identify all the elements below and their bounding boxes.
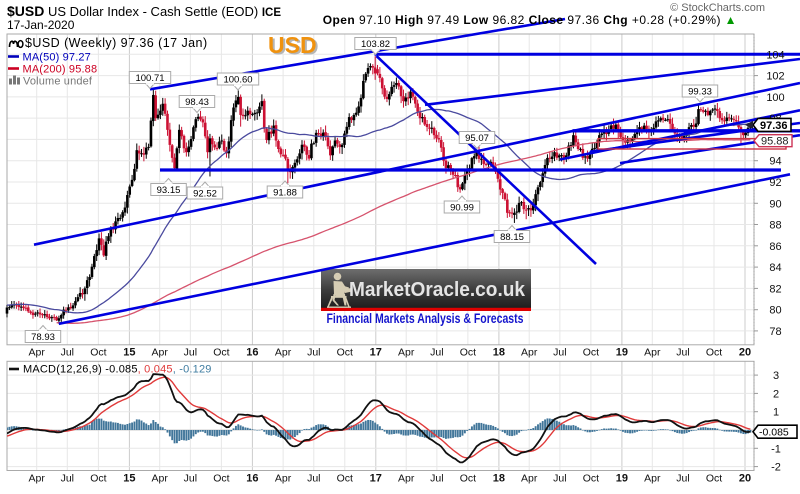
svg-text:Jul: Jul: [307, 473, 320, 485]
svg-text:100.60: 100.60: [223, 75, 252, 86]
svg-text:© StockCharts.com: © StockCharts.com: [670, 2, 765, 14]
svg-text:99.33: 99.33: [688, 87, 712, 98]
svg-text:78.93: 78.93: [31, 332, 55, 343]
svg-text:MACD(12,26,9) -0.085, 0.045, -: MACD(12,26,9) -0.085, 0.045, -0.129: [23, 364, 212, 376]
svg-text:Oct: Oct: [90, 347, 106, 359]
svg-text:Oct: Oct: [583, 473, 599, 485]
svg-text:Oct: Oct: [213, 473, 229, 485]
svg-text:Apr: Apr: [521, 473, 538, 485]
svg-text:Jul: Jul: [676, 347, 689, 359]
svg-text:Jul: Jul: [61, 473, 74, 485]
svg-text:Jul: Jul: [676, 473, 689, 485]
svg-text:95.07: 95.07: [465, 133, 489, 144]
svg-text:98.43: 98.43: [185, 97, 209, 108]
svg-text:88: 88: [769, 220, 781, 232]
svg-text:3: 3: [773, 370, 779, 382]
svg-text:Apr: Apr: [521, 347, 538, 359]
svg-text:Oct: Oct: [213, 347, 229, 359]
svg-text:91.88: 91.88: [273, 188, 297, 199]
svg-text:17: 17: [370, 347, 382, 359]
svg-text:15: 15: [123, 473, 135, 485]
svg-text:100: 100: [766, 92, 784, 104]
svg-text:2: 2: [773, 388, 779, 400]
svg-text:Apr: Apr: [644, 473, 661, 485]
svg-text:17: 17: [370, 473, 382, 485]
svg-text:100.71: 100.71: [135, 73, 164, 84]
svg-text:Oct: Oct: [337, 473, 353, 485]
svg-text:-2: -2: [771, 462, 781, 474]
svg-text:84: 84: [769, 262, 781, 274]
svg-text:Apr: Apr: [398, 347, 415, 359]
svg-text:MA(50) 97.27: MA(50) 97.27: [23, 52, 91, 64]
svg-text:$USD US Dollar Index - Cash Se: $USD US Dollar Index - Cash Settle (EOD)…: [7, 3, 281, 19]
svg-text:20: 20: [739, 473, 751, 485]
svg-text:Oct: Oct: [90, 473, 106, 485]
svg-text:16: 16: [246, 347, 258, 359]
svg-text:Volume undef: Volume undef: [23, 76, 93, 88]
svg-text:92: 92: [769, 177, 781, 189]
svg-text:15: 15: [123, 347, 135, 359]
svg-text:19: 19: [616, 473, 628, 485]
svg-text:82: 82: [769, 283, 781, 295]
svg-text:104: 104: [766, 49, 784, 61]
svg-text:78: 78: [769, 326, 781, 338]
svg-text:Apr: Apr: [644, 347, 661, 359]
svg-text:88.15: 88.15: [500, 232, 524, 243]
svg-text:Jul: Jul: [61, 347, 74, 359]
svg-text:USD: USD: [268, 32, 317, 58]
svg-text:17-Jan-2020: 17-Jan-2020: [7, 18, 75, 32]
svg-text:93.15: 93.15: [157, 185, 181, 196]
svg-text:Apr: Apr: [29, 473, 46, 485]
svg-text:Oct: Oct: [706, 347, 722, 359]
svg-text:80: 80: [769, 305, 781, 317]
svg-text:Oct: Oct: [460, 347, 476, 359]
svg-text:Oct: Oct: [706, 473, 722, 485]
svg-text:Oct: Oct: [583, 347, 599, 359]
svg-text:Oct: Oct: [460, 473, 476, 485]
svg-text:19: 19: [616, 347, 628, 359]
svg-text:20: 20: [739, 347, 751, 359]
svg-text:Apr: Apr: [29, 347, 46, 359]
svg-text:92.52: 92.52: [193, 189, 217, 200]
svg-text:90.99: 90.99: [450, 203, 474, 214]
svg-text:Jul: Jul: [430, 347, 443, 359]
svg-text:18: 18: [493, 347, 505, 359]
svg-text:Oct: Oct: [337, 347, 353, 359]
svg-text:-1: -1: [771, 443, 781, 455]
svg-text:Financial Markets Analysis & F: Financial Markets Analysis & Forecasts: [327, 311, 524, 326]
svg-text:94: 94: [769, 156, 781, 168]
svg-text:Apr: Apr: [152, 347, 169, 359]
svg-text:Apr: Apr: [398, 473, 415, 485]
svg-text:MA(200) 95.88: MA(200) 95.88: [23, 64, 98, 76]
svg-text:102: 102: [766, 71, 784, 83]
svg-text:$USD (Weekly) 97.36 (17 Jan): $USD (Weekly) 97.36 (17 Jan): [25, 36, 208, 50]
svg-text:Apr: Apr: [152, 473, 169, 485]
svg-text:Jul: Jul: [430, 473, 443, 485]
svg-text:Jul: Jul: [184, 473, 197, 485]
svg-text:90: 90: [769, 198, 781, 210]
svg-text:Jul: Jul: [553, 347, 566, 359]
svg-text:97.36: 97.36: [760, 120, 788, 132]
svg-text:Open 97.10 High 97.49 Low 96.8: Open 97.10 High 97.49 Low 96.82 Close 97…: [323, 13, 737, 27]
svg-text:18: 18: [493, 473, 505, 485]
svg-text:95.88: 95.88: [761, 136, 789, 148]
svg-text:Apr: Apr: [275, 347, 292, 359]
svg-text:USD: USD: [270, 34, 319, 60]
svg-text:Apr: Apr: [275, 473, 292, 485]
svg-text:16: 16: [246, 473, 258, 485]
svg-text:Jul: Jul: [553, 473, 566, 485]
svg-text:103.82: 103.82: [361, 39, 390, 50]
svg-text:Jul: Jul: [307, 347, 320, 359]
svg-text:1: 1: [773, 407, 779, 419]
svg-text:86: 86: [769, 241, 781, 253]
svg-text:Jul: Jul: [184, 347, 197, 359]
svg-text:MarketOracle.co.uk: MarketOracle.co.uk: [349, 279, 526, 301]
svg-text:-0.085: -0.085: [759, 427, 789, 439]
